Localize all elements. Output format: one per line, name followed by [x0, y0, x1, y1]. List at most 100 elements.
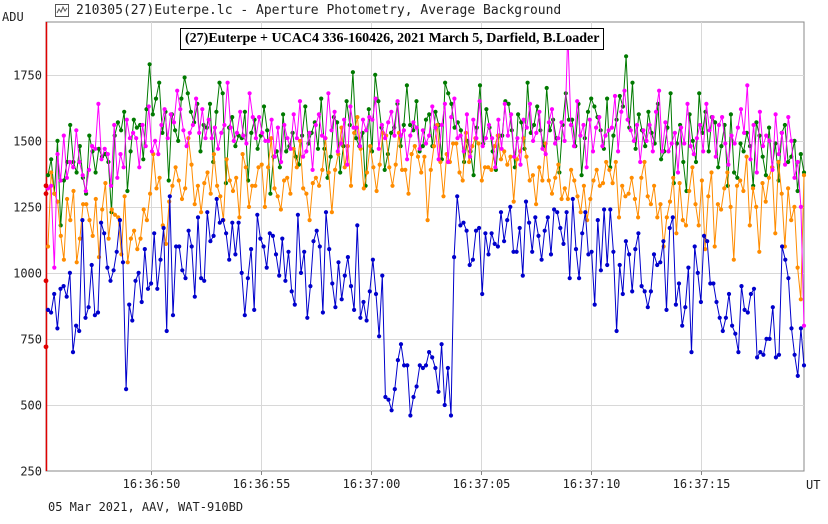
data-point — [647, 122, 652, 128]
data-point — [625, 117, 630, 122]
window-titlebar: 210305(27)Euterpe.lc - Aperture Photomet… — [0, 0, 828, 22]
data-point — [679, 125, 684, 130]
data-point — [433, 125, 438, 130]
data-point — [301, 186, 306, 191]
data-point — [355, 115, 360, 120]
data-point — [514, 157, 520, 162]
data-point — [710, 115, 715, 120]
data-point — [364, 318, 369, 323]
data-point — [666, 149, 671, 154]
data-point — [476, 141, 481, 146]
data-point — [176, 178, 181, 183]
data-point — [148, 191, 153, 196]
data-point — [266, 165, 271, 170]
data-point — [442, 402, 447, 408]
data-point — [467, 262, 472, 268]
data-point — [527, 220, 532, 225]
data-point — [783, 162, 788, 167]
data-point — [603, 133, 608, 138]
data-point — [93, 170, 98, 175]
data-point — [801, 173, 807, 178]
data-point — [234, 130, 240, 135]
data-point — [173, 128, 178, 133]
data-point — [748, 157, 753, 162]
data-point — [211, 233, 216, 238]
data-point — [55, 326, 60, 331]
data-point — [294, 165, 299, 170]
data-point — [512, 154, 517, 159]
data-point — [690, 138, 695, 143]
data-point — [45, 307, 51, 312]
data-point — [190, 122, 195, 128]
data-point — [537, 165, 542, 170]
data-point — [392, 133, 397, 138]
data-point — [594, 125, 599, 130]
data-point — [49, 157, 54, 162]
data-point — [176, 138, 181, 143]
data-point — [95, 310, 101, 315]
data-point — [703, 247, 708, 252]
data-point — [641, 128, 646, 133]
data-point — [643, 144, 648, 149]
data-point — [166, 178, 171, 183]
data-point — [143, 144, 148, 149]
data-point — [179, 96, 184, 101]
data-point — [467, 159, 472, 165]
data-point — [230, 115, 235, 120]
data-point — [667, 225, 672, 231]
data-point — [420, 128, 425, 133]
data-point — [436, 389, 441, 394]
data-point — [230, 188, 236, 194]
data-point — [270, 233, 275, 238]
data-point — [411, 394, 416, 400]
data-point — [520, 273, 525, 278]
data-point — [674, 231, 679, 236]
data-point — [506, 101, 511, 106]
data-point — [292, 302, 297, 307]
data-point — [694, 136, 700, 141]
data-point — [178, 107, 183, 112]
data-point — [209, 136, 214, 141]
data-point — [468, 154, 473, 159]
data-point — [414, 99, 419, 104]
data-point — [189, 244, 194, 249]
data-point — [242, 313, 247, 318]
data-point — [471, 117, 476, 122]
data-point — [379, 122, 384, 128]
data-point — [730, 323, 735, 328]
data-point — [262, 204, 267, 209]
data-point — [713, 120, 718, 125]
data-point — [587, 117, 592, 122]
data-point — [795, 188, 800, 194]
data-point — [329, 210, 334, 215]
data-point — [502, 101, 507, 106]
data-point — [389, 408, 394, 413]
data-point — [540, 146, 545, 151]
data-point — [115, 175, 120, 180]
data-point — [638, 159, 643, 165]
data-point — [630, 289, 635, 294]
data-point — [242, 109, 247, 114]
data-point — [676, 281, 682, 286]
data-point — [177, 244, 182, 249]
data-point — [342, 117, 347, 122]
data-point — [617, 262, 622, 268]
data-point — [139, 299, 144, 305]
data-point — [269, 117, 274, 122]
data-point — [607, 167, 612, 172]
data-point — [530, 249, 535, 254]
data-point — [736, 350, 741, 355]
data-point — [218, 194, 223, 199]
data-point — [795, 373, 800, 378]
data-point — [568, 122, 574, 128]
data-point — [64, 175, 69, 180]
data-point — [81, 202, 86, 207]
data-point — [798, 204, 804, 209]
data-point — [142, 247, 147, 252]
data-point — [182, 75, 187, 80]
data-point — [273, 252, 279, 257]
data-point — [795, 265, 800, 270]
data-point — [439, 122, 444, 128]
data-point — [630, 80, 635, 85]
data-point — [542, 228, 547, 233]
